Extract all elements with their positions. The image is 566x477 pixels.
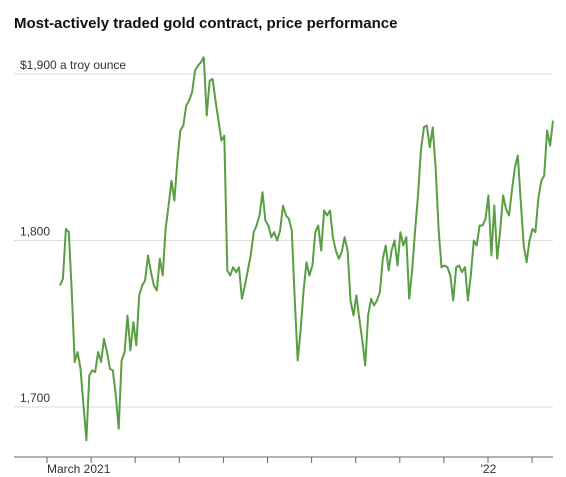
price-line: [59, 56, 554, 442]
chart-title: Most-actively traded gold contract, pric…: [14, 15, 397, 32]
x-tick-label: March 2021: [47, 462, 111, 476]
x-tick-label: '22: [481, 462, 497, 476]
y-tick-label: 1,700: [20, 391, 50, 405]
y-tick-label: 1,800: [20, 225, 50, 239]
y-tick-label: $1,900 a troy ounce: [20, 58, 126, 72]
